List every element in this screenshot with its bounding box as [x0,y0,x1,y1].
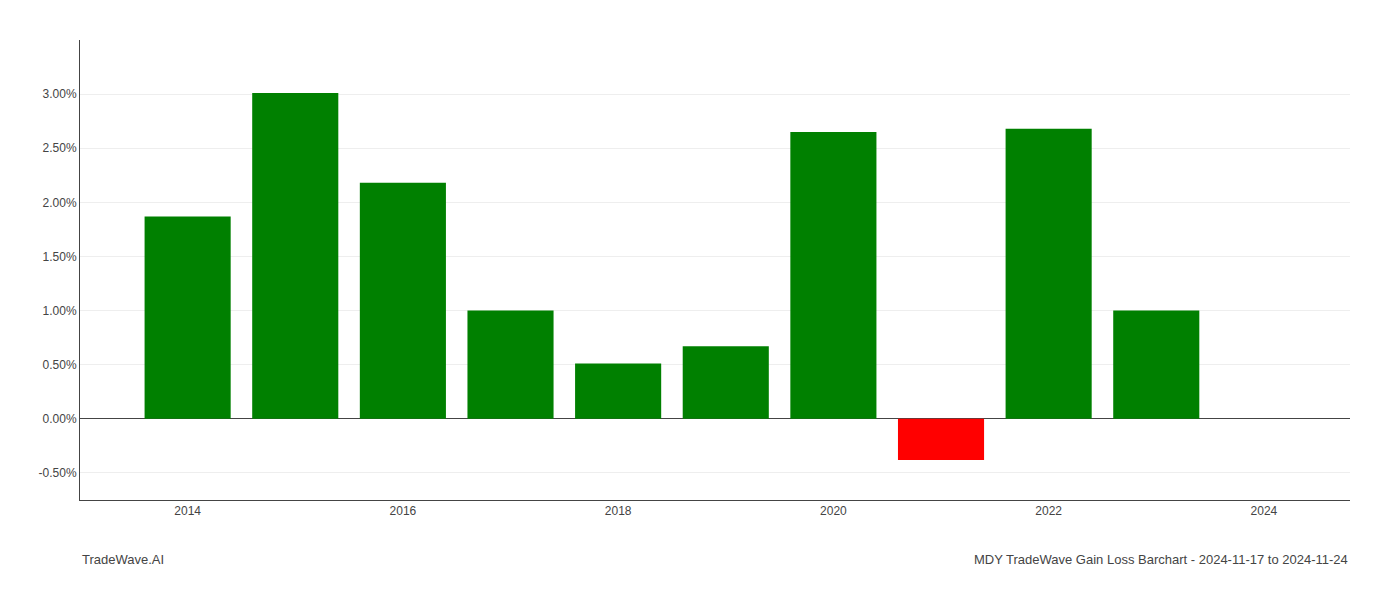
svg-text:2020: 2020 [820,504,847,518]
svg-text:2014: 2014 [174,504,201,518]
svg-text:0.00%: 0.00% [43,412,77,426]
svg-text:0.50%: 0.50% [43,358,77,372]
svg-text:2.00%: 2.00% [43,196,77,210]
svg-text:2018: 2018 [605,504,632,518]
svg-text:TradeWave.AI: TradeWave.AI [82,552,164,567]
svg-text:2024: 2024 [1251,504,1278,518]
svg-text:2016: 2016 [390,504,417,518]
svg-text:MDY TradeWave Gain Loss Barcha: MDY TradeWave Gain Loss Barchart - 2024-… [974,552,1348,567]
svg-text:1.00%: 1.00% [43,304,77,318]
svg-text:2.50%: 2.50% [43,141,77,155]
svg-text:3.00%: 3.00% [43,87,77,101]
svg-text:2022: 2022 [1035,504,1062,518]
svg-text:1.50%: 1.50% [43,250,77,264]
svg-text:-0.50%: -0.50% [39,466,77,480]
